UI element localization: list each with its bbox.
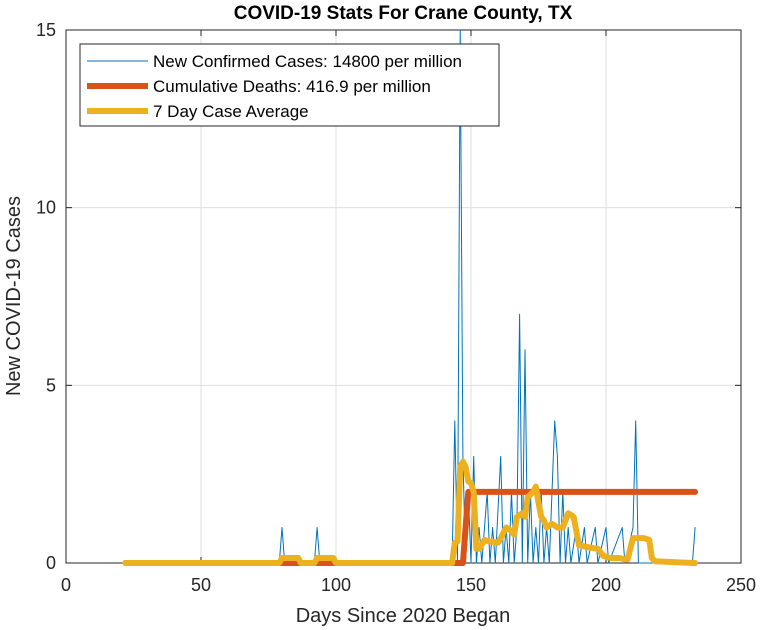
y-tick-label: 10 [36, 198, 56, 218]
x-axis-label: Days Since 2020 Began [296, 605, 511, 627]
x-tick-label: 250 [726, 575, 756, 595]
x-tick-label: 0 [61, 575, 71, 595]
legend-label-new-cases: New Confirmed Cases: 14800 per million [153, 52, 462, 71]
y-tick-label: 5 [46, 375, 56, 395]
legend-label-deaths: Cumulative Deaths: 416.9 per million [153, 77, 431, 96]
x-tick-label: 200 [591, 575, 621, 595]
y-tick-label: 15 [36, 20, 56, 40]
series-line-seven-day-average [122, 458, 699, 566]
chart-title: COVID-19 Stats For Crane County, TX [234, 3, 573, 24]
y-axis-label: New COVID-19 Cases [3, 196, 25, 396]
x-tick-label: 150 [456, 575, 486, 595]
legend-box [79, 43, 500, 127]
data-series [122, 29, 699, 566]
axis-ticks: 0 50 100 150 200 250 0 5 10 15 [36, 20, 756, 595]
legend-label-seven-day-average: 7 Day Case Average [153, 102, 309, 121]
legend: New Confirmed Cases: 14800 per million C… [79, 43, 500, 127]
x-tick-label: 100 [321, 575, 351, 595]
x-tick-label: 50 [191, 575, 211, 595]
y-tick-label: 0 [46, 553, 56, 573]
